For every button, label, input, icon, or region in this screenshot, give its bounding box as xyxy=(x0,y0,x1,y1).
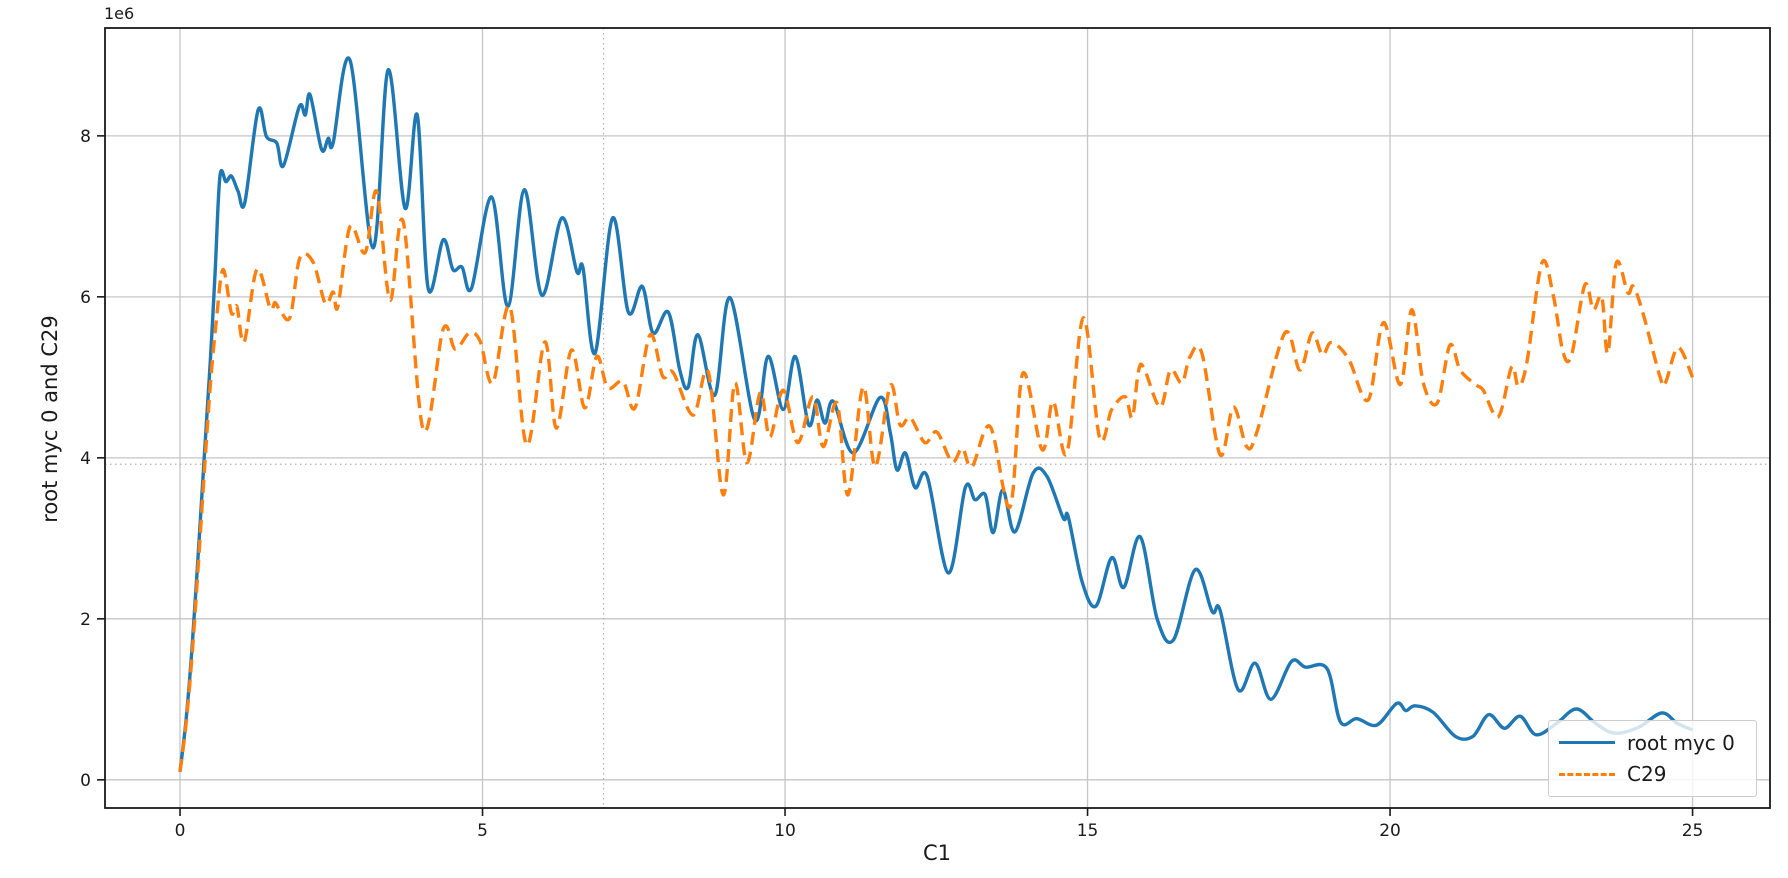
legend-item-c29: C29 xyxy=(1559,760,1746,788)
x-tick-label: 25 xyxy=(1682,821,1704,841)
y-tick-label: 2 xyxy=(80,610,91,630)
x-tick-label: 10 xyxy=(774,821,796,841)
x-tick-label: 15 xyxy=(1077,821,1099,841)
x-tick-label: 5 xyxy=(477,821,488,841)
legend-line-sample-dashed xyxy=(1559,772,1615,776)
series-line-c29 xyxy=(178,189,1695,773)
legend-item-root-myc-0: root myc 0 xyxy=(1559,729,1746,757)
y-tick-label: 8 xyxy=(80,127,91,147)
series-line-root-myc-0 xyxy=(178,56,1694,772)
legend-label: C29 xyxy=(1627,762,1667,787)
legend-line-sample-solid xyxy=(1559,741,1615,745)
x-tick-label: 0 xyxy=(175,821,186,841)
y-tick-label: 0 xyxy=(80,771,91,791)
y-axis-offset-text: 1e6 xyxy=(104,4,135,23)
y-tick-label: 6 xyxy=(80,288,91,308)
x-axis-label: C1 xyxy=(922,841,952,865)
y-tick-label: 4 xyxy=(80,449,91,469)
legend: root myc 0 C29 xyxy=(1548,720,1757,797)
y-axis-label: root myc 0 and C29 xyxy=(38,315,62,523)
legend-label: root myc 0 xyxy=(1627,730,1735,755)
x-tick-label: 20 xyxy=(1379,821,1401,841)
axes-spines xyxy=(104,27,1771,809)
